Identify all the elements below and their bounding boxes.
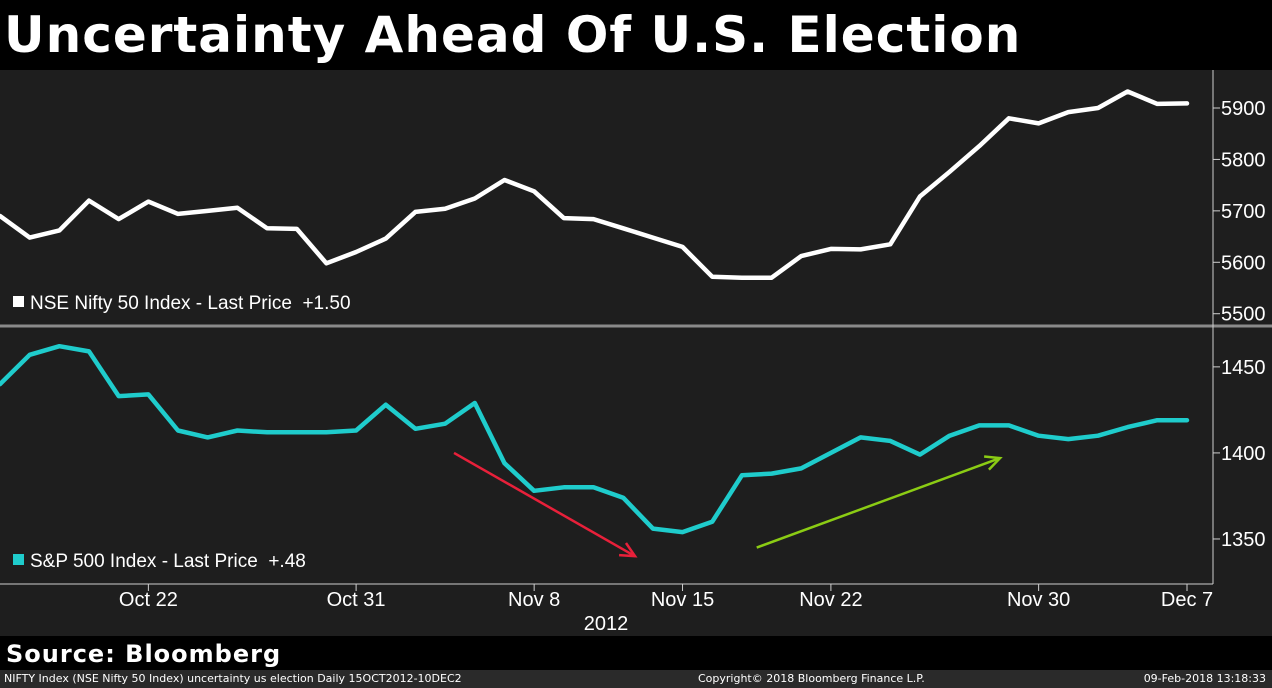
source-label: Source: Bloomberg — [6, 640, 282, 668]
nifty-legend-label: NSE Nifty 50 Index - Last Price +1.50 — [30, 293, 351, 314]
nifty-y-tick-label: 5800 — [1221, 149, 1266, 171]
nifty-series-line — [0, 89, 1190, 280]
nifty-legend-swatch — [13, 296, 24, 307]
x-tick-label: Nov 15 — [651, 589, 714, 611]
chart-svg: 5900 5800 5700 5600 5500 NSE Nifty 50 Index … — [0, 70, 1272, 635]
green-arrow-shaft — [756, 456, 1001, 549]
nifty-y-axis: 5900 5800 5700 5600 5500 — [1213, 98, 1266, 326]
footer-copyright: Copyright© 2018 Bloomberg Finance L.P. — [698, 672, 925, 685]
x-tick-label: Dec 7 — [1161, 589, 1213, 611]
x-tick-label: Oct 22 — [119, 589, 178, 611]
footer-timestamp: 09-Feb-2018 13:18:33 — [1143, 672, 1266, 685]
footer-index-description: NIFTY Index (NSE Nifty 50 Index) uncerta… — [4, 672, 462, 685]
x-tick-label: Nov 8 — [508, 589, 560, 611]
nifty-y-tick-label: 5500 — [1221, 304, 1266, 326]
spx-y-tick-label: 1350 — [1221, 529, 1266, 551]
spx-series-line — [0, 343, 1190, 535]
x-tick-label: Nov 30 — [1007, 589, 1070, 611]
footer-bar: NIFTY Index (NSE Nifty 50 Index) uncerta… — [0, 670, 1272, 688]
chart-title: Uncertainty Ahead Of U.S. Election — [4, 6, 1022, 64]
red-arrow-head — [618, 542, 638, 558]
nifty-y-tick-label: 5600 — [1221, 252, 1266, 274]
spx-legend-swatch — [13, 554, 24, 565]
red-arrow-shaft — [453, 451, 636, 558]
chart-area — [0, 70, 1272, 636]
spx-y-tick-label: 1400 — [1221, 443, 1266, 465]
x-axis: Oct 22 Oct 31 Nov 8 Nov 15 Nov 22 Nov 30 Dec 7 — [119, 584, 1213, 611]
spx-y-tick-label: 1450 — [1221, 357, 1266, 379]
x-axis-year-label: 2012 — [584, 613, 629, 635]
spx-legend-label: S&P 500 Index - Last Price +.48 — [30, 551, 306, 572]
x-tick-label: Oct 31 — [327, 589, 386, 611]
nifty-y-tick-label: 5700 — [1221, 201, 1266, 223]
x-tick-label: Nov 22 — [799, 589, 862, 611]
green-arrow-head — [984, 455, 1003, 471]
annotation-arrows — [453, 451, 1003, 558]
nifty-y-tick-label: 5900 — [1221, 98, 1266, 120]
spx-y-axis: 1450 1400 1350 — [1213, 357, 1266, 551]
